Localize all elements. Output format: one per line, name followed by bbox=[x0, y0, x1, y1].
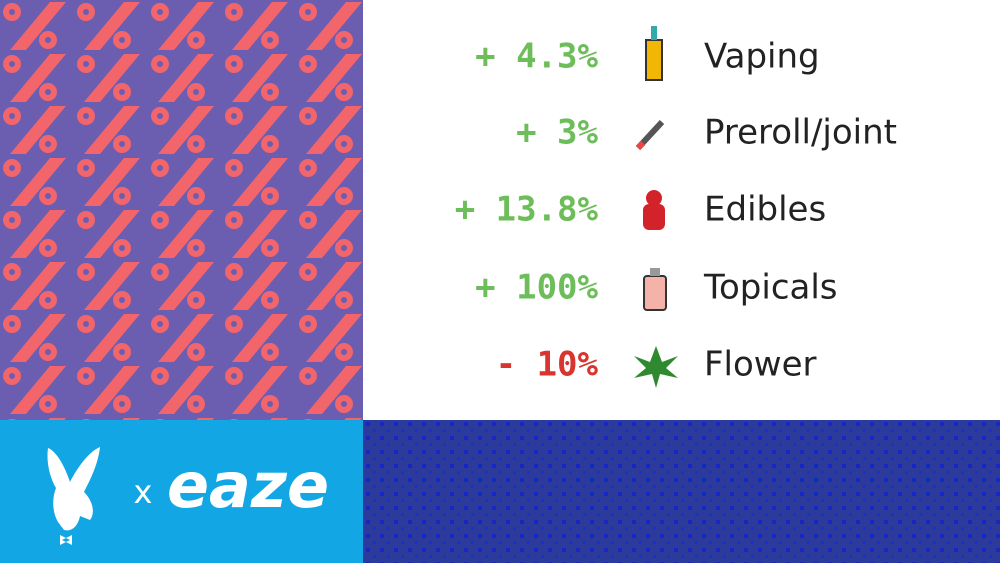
row: + 3% Preroll/joint bbox=[516, 113, 897, 153]
change: + 13.8% bbox=[455, 190, 599, 230]
change: + 4.3% bbox=[475, 37, 598, 77]
logo-brand: eaze bbox=[167, 449, 329, 522]
icon bbox=[646, 190, 662, 206]
change: + 100% bbox=[475, 268, 598, 308]
bunny-logo bbox=[47, 447, 100, 545]
icon bbox=[634, 346, 678, 388]
change: + 3% bbox=[516, 113, 598, 153]
row: + 13.8% Edibles bbox=[455, 190, 826, 230]
percent-pattern bbox=[0, 0, 363, 420]
icon bbox=[635, 140, 646, 151]
label: Edibles bbox=[704, 190, 826, 230]
row: - 10% Flower bbox=[496, 345, 817, 388]
rows: + 4.3% Vaping + 3% Preroll/joint + 13.8% Edib… bbox=[455, 26, 897, 388]
icon bbox=[650, 268, 660, 276]
icon bbox=[651, 26, 657, 40]
change: - 10% bbox=[496, 345, 599, 385]
row: + 4.3% Vaping bbox=[475, 26, 820, 81]
label: Vaping bbox=[704, 37, 820, 77]
row: + 100% Topicals bbox=[475, 268, 838, 311]
icon bbox=[643, 275, 667, 311]
icon bbox=[643, 204, 665, 230]
icon bbox=[645, 39, 663, 81]
label: Topicals bbox=[703, 268, 838, 308]
logo-separator: x bbox=[134, 473, 153, 511]
dot-pattern bbox=[363, 420, 1000, 563]
label: Preroll/joint bbox=[704, 113, 897, 153]
label: Flower bbox=[704, 345, 817, 385]
